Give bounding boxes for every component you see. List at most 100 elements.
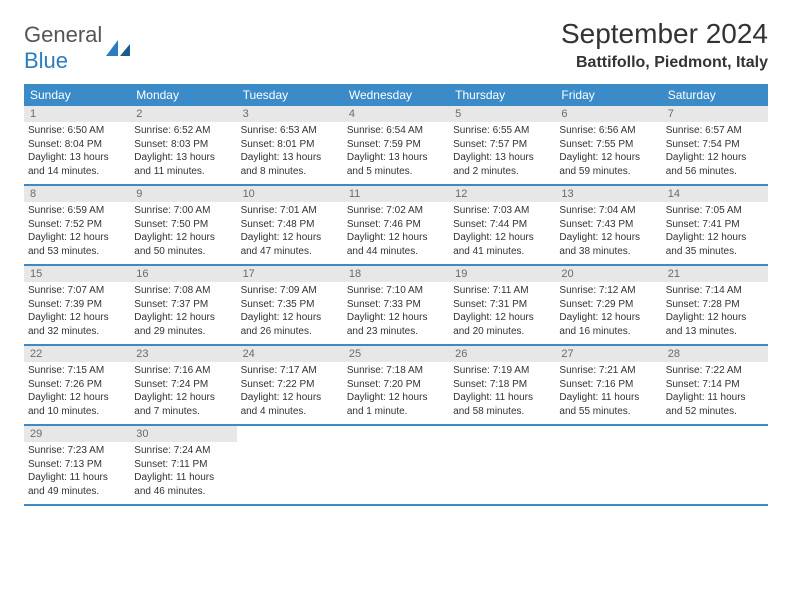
- daylight-text: Daylight: 12 hours and 53 minutes.: [28, 231, 126, 258]
- sunset-text: Sunset: 7:35 PM: [241, 298, 339, 312]
- sunrise-text: Sunrise: 7:23 AM: [28, 444, 126, 458]
- day-number: 5: [449, 106, 555, 122]
- day-number: 3: [237, 106, 343, 122]
- sunset-text: Sunset: 7:48 PM: [241, 218, 339, 232]
- day-number: 16: [130, 266, 236, 282]
- sunset-text: Sunset: 7:26 PM: [28, 378, 126, 392]
- day-body: Sunrise: 7:04 AMSunset: 7:43 PMDaylight:…: [555, 202, 661, 264]
- day-number: 22: [24, 346, 130, 362]
- sunset-text: Sunset: 7:54 PM: [666, 138, 764, 152]
- sunrise-text: Sunrise: 7:09 AM: [241, 284, 339, 298]
- day-body: Sunrise: 6:55 AMSunset: 7:57 PMDaylight:…: [449, 122, 555, 184]
- sunrise-text: Sunrise: 7:21 AM: [559, 364, 657, 378]
- day-number: 6: [555, 106, 661, 122]
- daylight-text: Daylight: 13 hours and 14 minutes.: [28, 151, 126, 178]
- day-body: Sunrise: 7:00 AMSunset: 7:50 PMDaylight:…: [130, 202, 236, 264]
- title-block: September 2024 Battifollo, Piedmont, Ita…: [561, 18, 768, 72]
- day-body: Sunrise: 6:54 AMSunset: 7:59 PMDaylight:…: [343, 122, 449, 184]
- day-body: Sunrise: 7:09 AMSunset: 7:35 PMDaylight:…: [237, 282, 343, 344]
- day-number: 27: [555, 346, 661, 362]
- daylight-text: Daylight: 11 hours and 58 minutes.: [453, 391, 551, 418]
- day-cell: 20Sunrise: 7:12 AMSunset: 7:29 PMDayligh…: [555, 266, 661, 344]
- day-cell: 15Sunrise: 7:07 AMSunset: 7:39 PMDayligh…: [24, 266, 130, 344]
- sunrise-text: Sunrise: 6:52 AM: [134, 124, 232, 138]
- calendar: SundayMondayTuesdayWednesdayThursdayFrid…: [24, 84, 768, 506]
- sunset-text: Sunset: 7:28 PM: [666, 298, 764, 312]
- logo-text-1: General: [24, 22, 102, 47]
- day-body: Sunrise: 7:11 AMSunset: 7:31 PMDaylight:…: [449, 282, 555, 344]
- sunset-text: Sunset: 7:24 PM: [134, 378, 232, 392]
- day-number: 30: [130, 426, 236, 442]
- day-number: 15: [24, 266, 130, 282]
- day-body: Sunrise: 7:02 AMSunset: 7:46 PMDaylight:…: [343, 202, 449, 264]
- daylight-text: Daylight: 12 hours and 16 minutes.: [559, 311, 657, 338]
- day-number: 19: [449, 266, 555, 282]
- day-body: Sunrise: 7:07 AMSunset: 7:39 PMDaylight:…: [24, 282, 130, 344]
- sunrise-text: Sunrise: 6:54 AM: [347, 124, 445, 138]
- day-cell: 5Sunrise: 6:55 AMSunset: 7:57 PMDaylight…: [449, 106, 555, 184]
- sunrise-text: Sunrise: 7:05 AM: [666, 204, 764, 218]
- sunrise-text: Sunrise: 7:11 AM: [453, 284, 551, 298]
- daylight-text: Daylight: 11 hours and 55 minutes.: [559, 391, 657, 418]
- sunset-text: Sunset: 7:13 PM: [28, 458, 126, 472]
- week-row: 1Sunrise: 6:50 AMSunset: 8:04 PMDaylight…: [24, 106, 768, 186]
- day-cell: 29Sunrise: 7:23 AMSunset: 7:13 PMDayligh…: [24, 426, 130, 504]
- sunset-text: Sunset: 7:46 PM: [347, 218, 445, 232]
- sunrise-text: Sunrise: 7:01 AM: [241, 204, 339, 218]
- day-cell: [555, 426, 661, 504]
- sunrise-text: Sunrise: 6:56 AM: [559, 124, 657, 138]
- sunset-text: Sunset: 7:44 PM: [453, 218, 551, 232]
- day-number: 14: [662, 186, 768, 202]
- sunset-text: Sunset: 7:20 PM: [347, 378, 445, 392]
- day-body: Sunrise: 6:53 AMSunset: 8:01 PMDaylight:…: [237, 122, 343, 184]
- sunset-text: Sunset: 7:50 PM: [134, 218, 232, 232]
- day-cell: 24Sunrise: 7:17 AMSunset: 7:22 PMDayligh…: [237, 346, 343, 424]
- sunset-text: Sunset: 7:57 PM: [453, 138, 551, 152]
- daylight-text: Daylight: 12 hours and 50 minutes.: [134, 231, 232, 258]
- daylight-text: Daylight: 12 hours and 59 minutes.: [559, 151, 657, 178]
- day-cell: 22Sunrise: 7:15 AMSunset: 7:26 PMDayligh…: [24, 346, 130, 424]
- week-row: 29Sunrise: 7:23 AMSunset: 7:13 PMDayligh…: [24, 426, 768, 506]
- sunrise-text: Sunrise: 6:59 AM: [28, 204, 126, 218]
- day-cell: 27Sunrise: 7:21 AMSunset: 7:16 PMDayligh…: [555, 346, 661, 424]
- daylight-text: Daylight: 12 hours and 23 minutes.: [347, 311, 445, 338]
- day-cell: 25Sunrise: 7:18 AMSunset: 7:20 PMDayligh…: [343, 346, 449, 424]
- day-cell: 13Sunrise: 7:04 AMSunset: 7:43 PMDayligh…: [555, 186, 661, 264]
- sunset-text: Sunset: 7:29 PM: [559, 298, 657, 312]
- day-body: Sunrise: 7:14 AMSunset: 7:28 PMDaylight:…: [662, 282, 768, 344]
- sunset-text: Sunset: 7:55 PM: [559, 138, 657, 152]
- day-number: 24: [237, 346, 343, 362]
- sunset-text: Sunset: 7:11 PM: [134, 458, 232, 472]
- day-cell: 23Sunrise: 7:16 AMSunset: 7:24 PMDayligh…: [130, 346, 236, 424]
- sunrise-text: Sunrise: 7:17 AM: [241, 364, 339, 378]
- daylight-text: Daylight: 12 hours and 32 minutes.: [28, 311, 126, 338]
- daylight-text: Daylight: 13 hours and 8 minutes.: [241, 151, 339, 178]
- day-cell: 19Sunrise: 7:11 AMSunset: 7:31 PMDayligh…: [449, 266, 555, 344]
- daylight-text: Daylight: 11 hours and 49 minutes.: [28, 471, 126, 498]
- sunrise-text: Sunrise: 7:15 AM: [28, 364, 126, 378]
- day-number: 23: [130, 346, 236, 362]
- month-title: September 2024: [561, 18, 768, 50]
- sunrise-text: Sunrise: 7:03 AM: [453, 204, 551, 218]
- day-number: 25: [343, 346, 449, 362]
- day-body: Sunrise: 6:56 AMSunset: 7:55 PMDaylight:…: [555, 122, 661, 184]
- daylight-text: Daylight: 12 hours and 7 minutes.: [134, 391, 232, 418]
- daylight-text: Daylight: 13 hours and 2 minutes.: [453, 151, 551, 178]
- day-number: 18: [343, 266, 449, 282]
- day-body: Sunrise: 7:10 AMSunset: 7:33 PMDaylight:…: [343, 282, 449, 344]
- day-cell: 11Sunrise: 7:02 AMSunset: 7:46 PMDayligh…: [343, 186, 449, 264]
- sunrise-text: Sunrise: 7:10 AM: [347, 284, 445, 298]
- sunrise-text: Sunrise: 7:07 AM: [28, 284, 126, 298]
- day-body: Sunrise: 7:17 AMSunset: 7:22 PMDaylight:…: [237, 362, 343, 424]
- daylight-text: Daylight: 13 hours and 11 minutes.: [134, 151, 232, 178]
- sunrise-text: Sunrise: 6:57 AM: [666, 124, 764, 138]
- sunrise-text: Sunrise: 6:55 AM: [453, 124, 551, 138]
- location: Battifollo, Piedmont, Italy: [561, 54, 768, 72]
- daylight-text: Daylight: 12 hours and 20 minutes.: [453, 311, 551, 338]
- day-body: Sunrise: 6:59 AMSunset: 7:52 PMDaylight:…: [24, 202, 130, 264]
- sunset-text: Sunset: 7:37 PM: [134, 298, 232, 312]
- day-cell: 1Sunrise: 6:50 AMSunset: 8:04 PMDaylight…: [24, 106, 130, 184]
- day-body: Sunrise: 7:22 AMSunset: 7:14 PMDaylight:…: [662, 362, 768, 424]
- sunrise-text: Sunrise: 7:18 AM: [347, 364, 445, 378]
- daylight-text: Daylight: 12 hours and 35 minutes.: [666, 231, 764, 258]
